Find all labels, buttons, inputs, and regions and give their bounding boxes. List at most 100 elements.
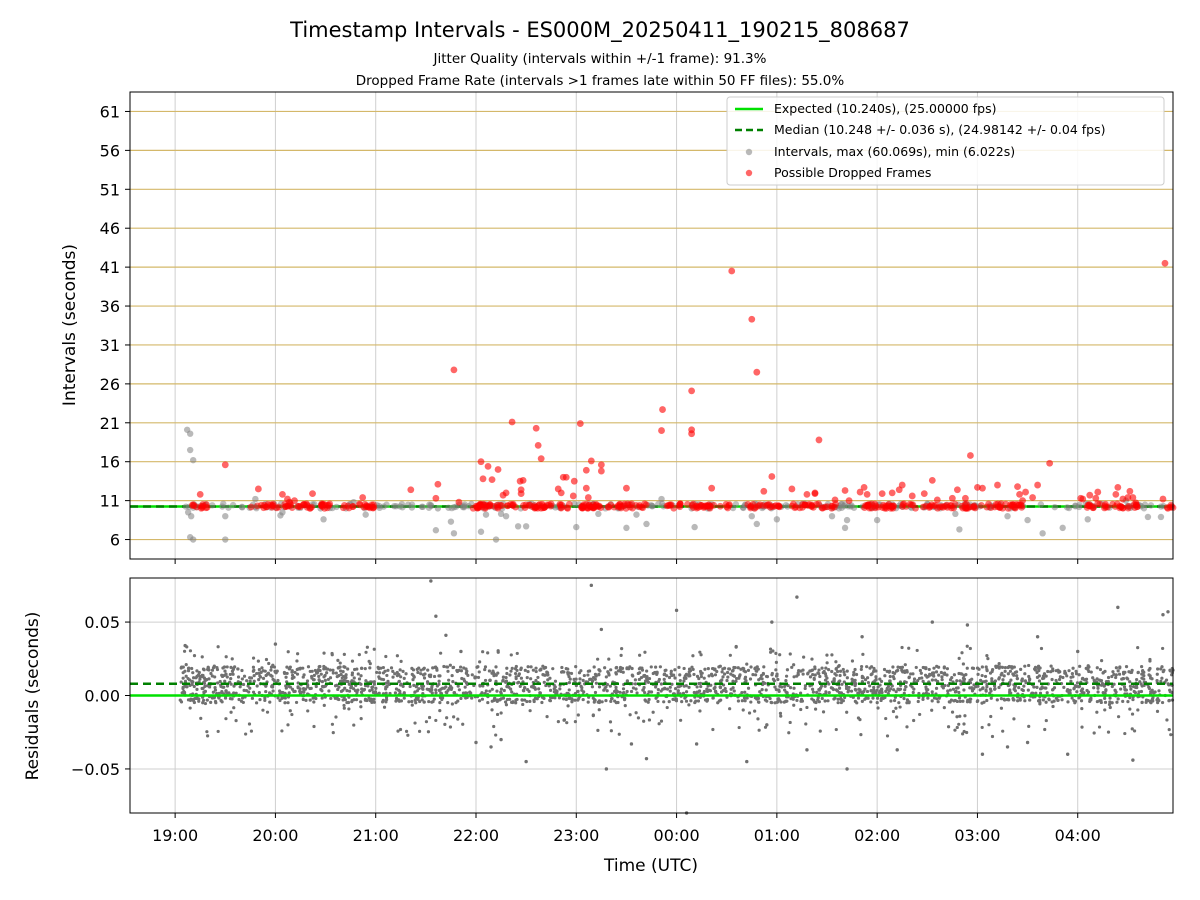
residual-point: [344, 673, 348, 677]
dropped-frame-point: [359, 494, 367, 501]
residual-point: [213, 685, 217, 690]
residual-point: [432, 697, 436, 701]
residual-point: [849, 689, 854, 693]
interval-point: [1147, 502, 1155, 509]
residual-point: [211, 690, 215, 694]
residual-point: [934, 686, 939, 690]
residual-point: [1080, 677, 1085, 681]
residual-point: [912, 718, 916, 723]
residual-point: [1117, 672, 1122, 676]
residual-point: [317, 674, 321, 678]
residual-point: [1131, 684, 1136, 689]
residual-point: [1074, 669, 1078, 673]
residual-point: [182, 649, 187, 653]
residual-point: [852, 670, 856, 674]
residual-point: [331, 671, 335, 675]
residual-point: [372, 647, 376, 651]
residual-point: [839, 697, 843, 701]
residual-point: [673, 686, 678, 691]
legend-expected-label: Expected (10.240s), (25.00000 fps): [774, 101, 996, 116]
residual-point: [470, 673, 474, 677]
residual-point: [1167, 727, 1171, 732]
residual-point: [278, 698, 282, 703]
residual-point: [885, 669, 889, 673]
residual-point: [537, 687, 541, 691]
residual-point: [926, 696, 930, 700]
interval-point: [1144, 513, 1152, 521]
residual-point: [695, 685, 699, 689]
residual-point: [900, 645, 904, 650]
residual-point: [545, 714, 549, 719]
dropped-frame-point: [275, 503, 283, 511]
residual-point: [234, 691, 238, 695]
residual-point: [378, 671, 382, 675]
residual-point: [723, 672, 727, 676]
interval-point: [956, 526, 963, 533]
residual-point: [956, 686, 960, 690]
residual-point: [603, 666, 607, 670]
residual-point: [1025, 740, 1030, 745]
residual-point: [398, 668, 402, 672]
residual-point: [1066, 687, 1070, 692]
interval-point: [1075, 503, 1083, 511]
residual-point: [596, 700, 600, 704]
residual-point: [665, 674, 669, 678]
residual-point: [483, 678, 488, 683]
residual-point: [452, 715, 456, 719]
residual-point: [1096, 690, 1100, 694]
residual-point: [573, 720, 578, 724]
residual-point: [459, 669, 464, 673]
residual-point: [422, 700, 426, 704]
residual-point: [394, 687, 399, 691]
residual-point: [257, 691, 261, 695]
dropped-frame-point: [878, 490, 886, 498]
residual-point: [718, 679, 723, 683]
residual-point: [895, 748, 899, 752]
residual-point: [573, 698, 577, 702]
residual-point: [668, 685, 672, 689]
residual-point: [609, 699, 613, 703]
residual-point: [1010, 666, 1014, 670]
legend-dropped-marker: [745, 169, 753, 177]
residual-point: [192, 654, 197, 658]
residual-point: [1098, 667, 1103, 672]
residual-point: [993, 687, 997, 691]
residual-point: [263, 698, 267, 703]
residual-point: [426, 730, 431, 734]
residual-point: [1124, 665, 1129, 669]
residual-point: [271, 663, 275, 667]
residual-point: [202, 691, 206, 695]
dropped-frame-point: [325, 502, 333, 509]
residual-point: [995, 664, 999, 668]
residual-point: [957, 690, 961, 695]
residual-point: [1038, 691, 1043, 695]
residual-point: [1108, 696, 1112, 700]
residual-point: [962, 688, 966, 692]
residual-point: [757, 678, 761, 682]
residual-point: [456, 684, 460, 688]
residual-point: [1162, 668, 1166, 672]
dropped-frame-point: [860, 483, 868, 491]
residual-point: [631, 686, 636, 690]
residual-point: [1131, 697, 1135, 702]
residual-point: [519, 676, 524, 680]
residual-point: [1063, 671, 1068, 676]
residual-point: [918, 712, 922, 717]
interval-point: [222, 536, 229, 543]
y-tick-label: 36: [100, 297, 120, 316]
residual-point: [393, 691, 398, 695]
residual-point: [619, 653, 623, 658]
residual-point: [252, 674, 256, 678]
residual-point: [445, 716, 449, 720]
residual-point: [343, 665, 347, 669]
residual-point: [592, 665, 596, 669]
residual-point: [330, 722, 335, 726]
residual-point: [1106, 675, 1111, 680]
residual-point: [726, 675, 730, 679]
residual-point: [654, 665, 658, 669]
residual-point: [590, 679, 595, 683]
residual-point: [350, 659, 355, 663]
residual-point: [422, 676, 427, 680]
residual-point: [301, 697, 305, 702]
residual-point: [1108, 705, 1112, 710]
